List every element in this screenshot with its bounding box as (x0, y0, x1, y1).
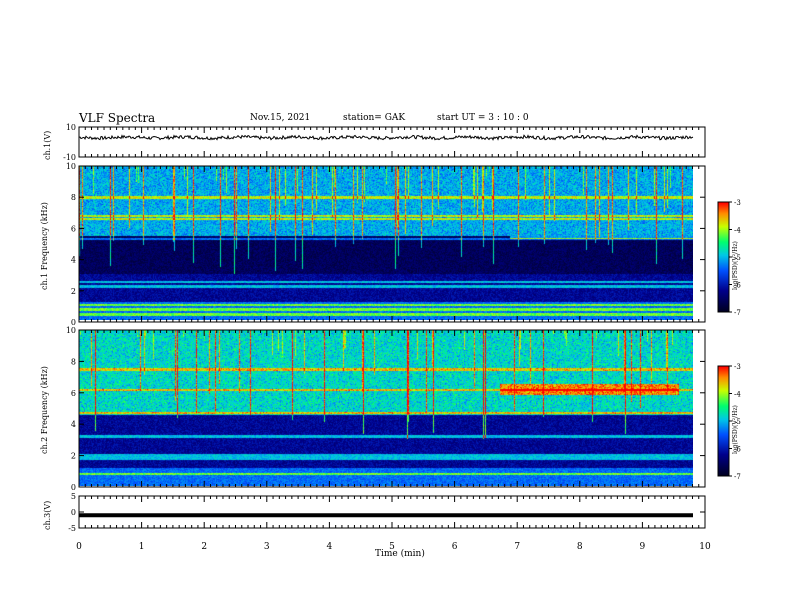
ch1-spectrogram-image (79, 166, 693, 320)
y-tick-label: 10 (66, 123, 76, 132)
colorbar-tick-label: -4 (734, 227, 741, 235)
y-tick-label: 0 (71, 318, 76, 327)
date-label: Nov.15, 2021 (250, 113, 311, 123)
colorbar-tick-label: -5 (734, 418, 741, 426)
y-tick-label: 8 (71, 357, 76, 366)
colorbar-2-frame (717, 365, 730, 477)
colorbar-tick-label: -6 (734, 282, 741, 290)
colorbar-tick-label: -7 (734, 309, 741, 317)
colorbar-tick-label: -7 (734, 473, 741, 481)
colorbar-tick-label: -5 (734, 254, 741, 262)
y-tick-label: -10 (63, 153, 76, 162)
x-tick-label: 4 (327, 542, 333, 552)
colorbar-1-image (718, 202, 729, 312)
y-tick-label: 10 (66, 326, 76, 335)
y-tick-label: 4 (71, 256, 76, 265)
y-tick-label: 10 (66, 162, 76, 171)
x-tick-label: 0 (76, 542, 82, 552)
y-tick-label: 4 (71, 420, 76, 429)
ch1-waveform-trace (78, 134, 694, 141)
colorbar-tick-label: -3 (734, 363, 741, 371)
station-label: station= GAK (343, 113, 406, 123)
y-tick-label: 0 (71, 508, 76, 517)
y-tick-label: -5 (68, 524, 76, 533)
y-tick-label: 5 (71, 492, 76, 501)
ch1-waveform-ylabel: ch.1(V) (43, 130, 52, 160)
panel-frame-2 (78, 165, 706, 323)
panel-frame-3 (78, 329, 706, 488)
y-tick-label: 0 (71, 483, 76, 492)
ch2-spectrogram-ylabel: ch.2 Frequency (kHz) (40, 366, 49, 454)
y-tick-label: 6 (71, 389, 76, 398)
ch2-spectrogram-image (79, 330, 693, 486)
y-tick-label: 2 (71, 452, 76, 461)
y-tick-label: 8 (71, 193, 76, 202)
x-tick-label: 7 (514, 542, 520, 552)
x-tick-label: 2 (201, 542, 207, 552)
figure-title: VLF Spectra (79, 111, 156, 125)
x-axis-label: Time (min) (375, 549, 425, 559)
colorbar-tick-label: -3 (734, 199, 741, 207)
y-tick-label: 2 (71, 287, 76, 296)
colorbar-1-label: log(PSD)(V²/Hz) (732, 241, 739, 290)
colorbar-2-image (718, 366, 729, 476)
ch1-spectrogram-ylabel: ch.1 Frequency (kHz) (40, 202, 49, 290)
x-tick-label: 9 (640, 542, 646, 552)
colorbar-tick-label: -4 (734, 391, 741, 399)
x-tick-label: 3 (264, 542, 270, 552)
colorbar-1-frame (717, 201, 730, 313)
ch3-waveform-ylabel: ch.3(V) (43, 500, 52, 530)
x-tick-label: 6 (452, 542, 458, 552)
colorbar-2-label: log(PSD)(V²/Hz) (732, 405, 739, 454)
x-tick-label: 10 (699, 542, 711, 552)
start-time-label: start UT = 3 : 10 : 0 (437, 113, 529, 123)
x-tick-label: 8 (577, 542, 583, 552)
x-tick-label: 5 (389, 542, 395, 552)
x-tick-label: 1 (139, 542, 145, 552)
y-tick-label: 6 (71, 224, 76, 233)
colorbar-tick-label: -6 (734, 446, 741, 454)
